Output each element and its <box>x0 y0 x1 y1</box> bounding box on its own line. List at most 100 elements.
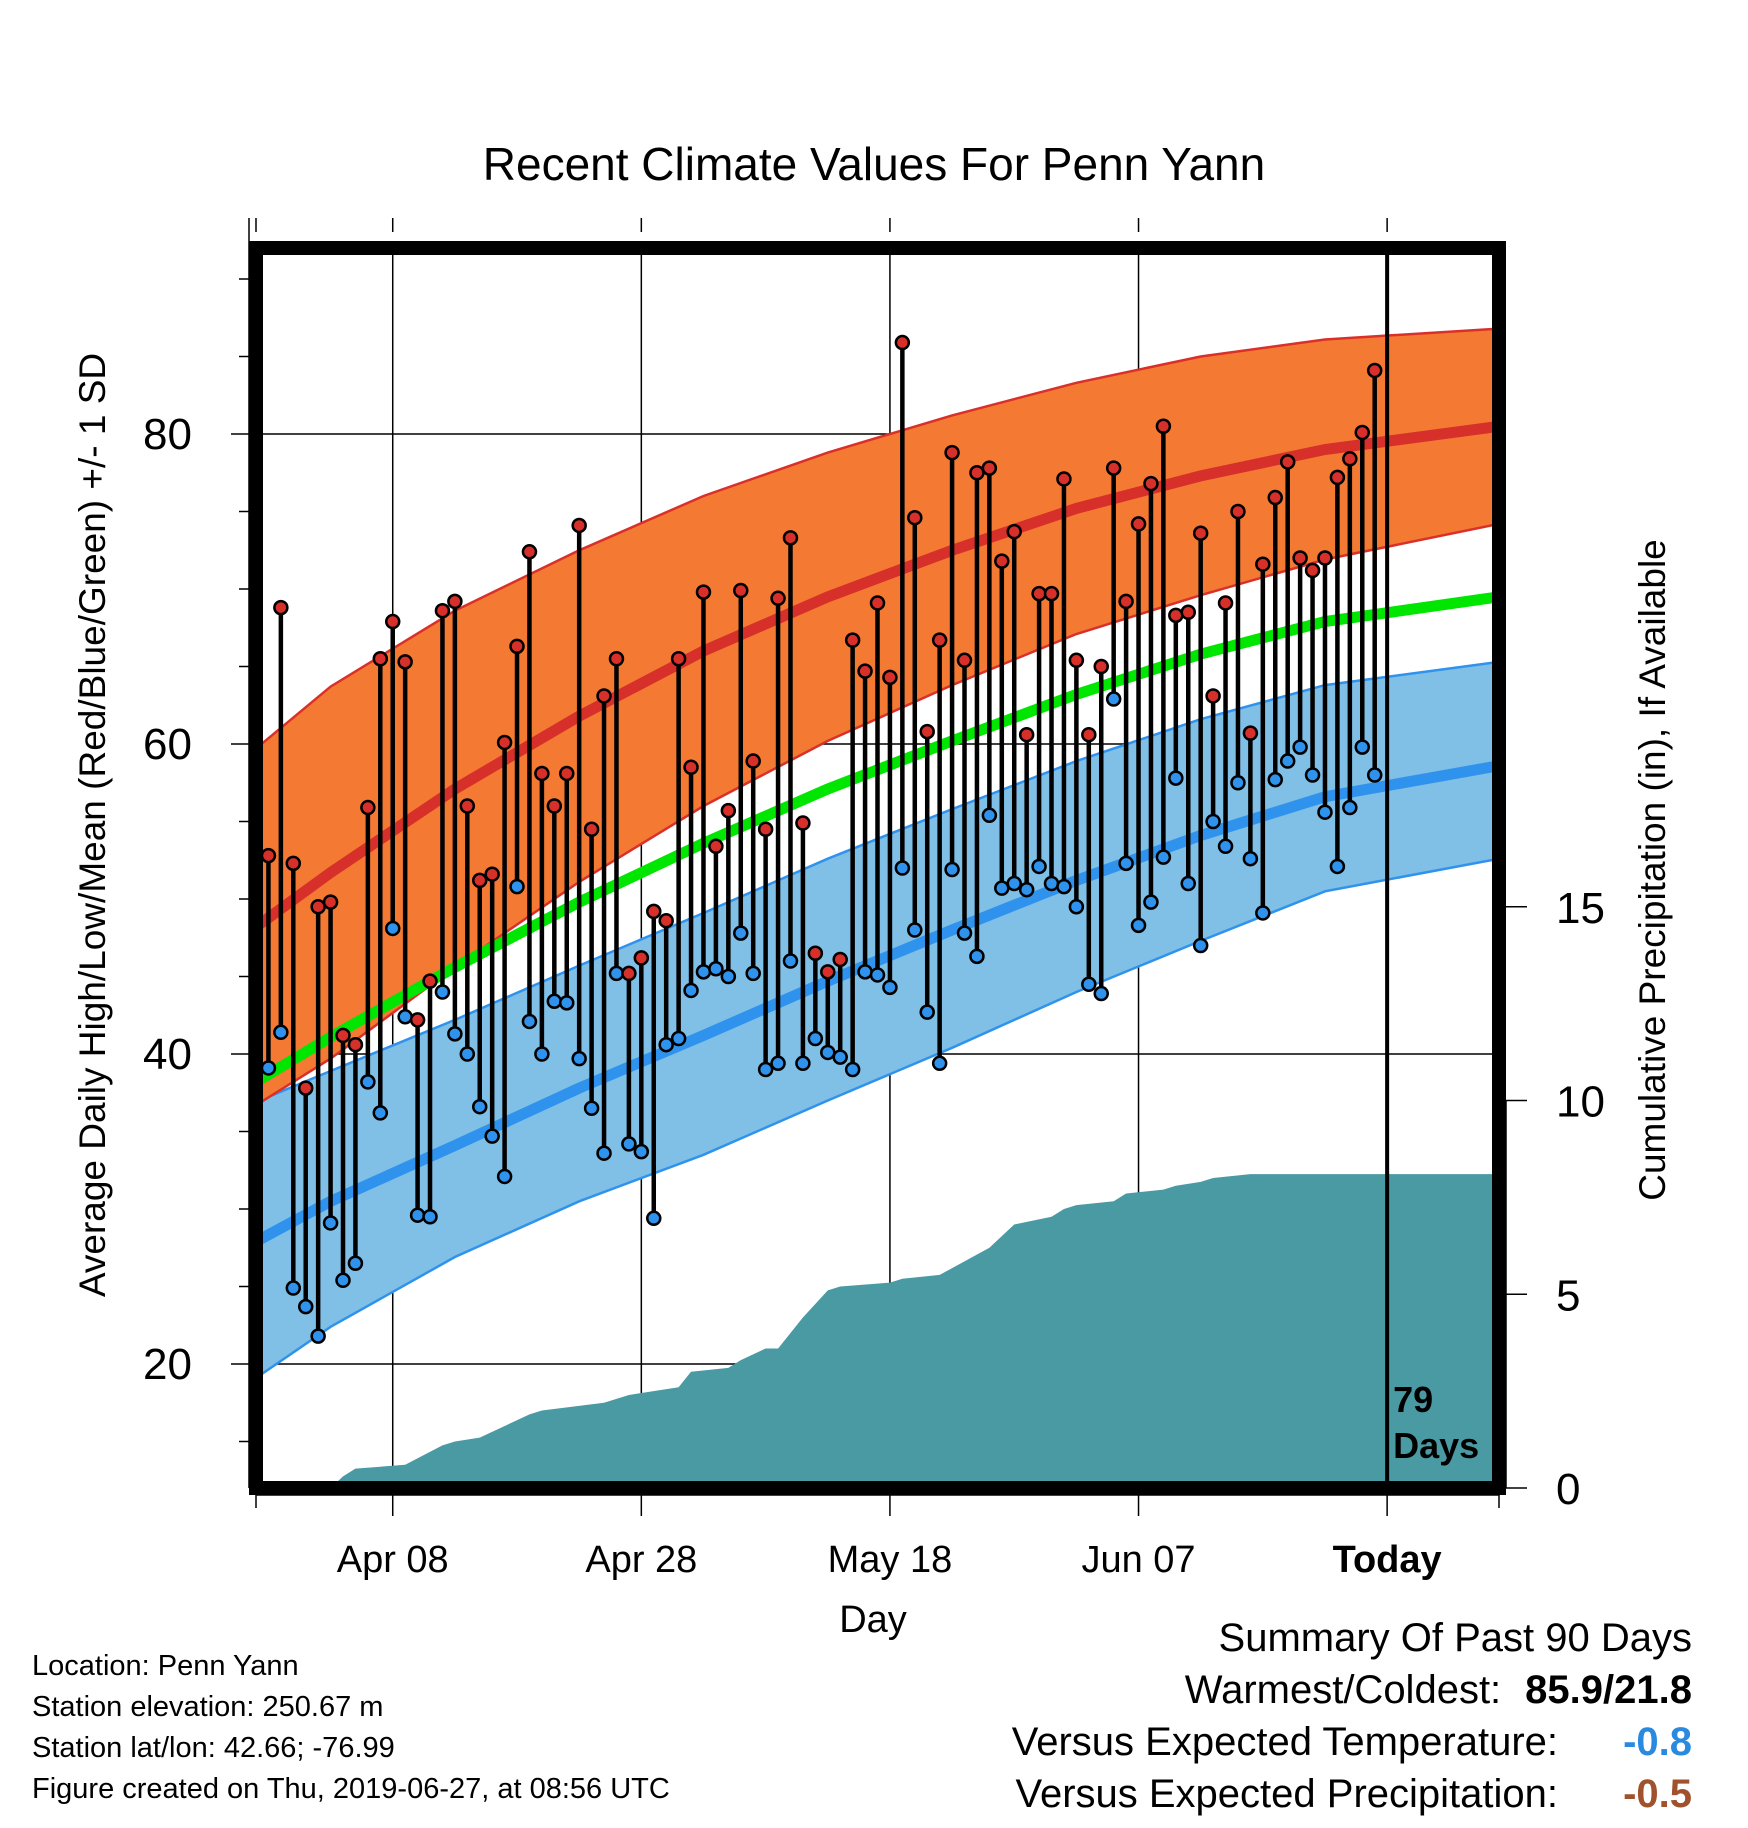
daily-low-point <box>807 1030 824 1047</box>
warmest-coldest-label: Warmest/Coldest: <box>1184 1668 1502 1712</box>
daily-high-point <box>1342 451 1358 467</box>
daily-high-point <box>683 759 699 775</box>
daily-high-point <box>297 1080 314 1096</box>
daily-high-point <box>621 965 637 982</box>
daily-low-point <box>795 1055 811 1072</box>
daily-high-point <box>1292 550 1308 566</box>
daily-low-point <box>1255 905 1271 921</box>
warmest-coldest-value: 85.9/21.8 <box>1525 1668 1692 1712</box>
high-normal-line <box>256 420 1499 932</box>
daily-high-point <box>782 530 799 546</box>
daily-low-point <box>1006 875 1022 892</box>
daily-low-point <box>969 948 985 965</box>
daily-high-point <box>1006 523 1022 540</box>
daily-high-point <box>994 553 1010 569</box>
daily-high-point <box>832 951 848 968</box>
daily-high-point <box>1267 489 1284 506</box>
daily-low-point <box>1043 875 1060 892</box>
x-tick-label: May 18 <box>828 1539 953 1581</box>
daily-low-point <box>894 860 911 876</box>
daily-high-point <box>434 602 451 619</box>
daily-low-point <box>1155 849 1172 865</box>
daily-low-point <box>944 861 960 878</box>
x-axis-label: Day <box>839 1599 907 1641</box>
daily-high-point <box>869 595 886 611</box>
daily-low-point <box>459 1046 476 1062</box>
daily-high-point <box>969 465 985 481</box>
daily-high-point <box>384 613 401 630</box>
daily-low-point <box>1217 838 1234 855</box>
y2-tick-label: 0 <box>1556 1465 1580 1514</box>
daily-low-point <box>546 993 563 1010</box>
daily-low-point <box>683 982 699 999</box>
daily-low-point <box>409 1207 426 1223</box>
daily-low-point <box>534 1046 550 1062</box>
x-tick-label: Jun 07 <box>1081 1539 1195 1581</box>
daily-low-point <box>509 878 525 895</box>
daily-low-point <box>1366 767 1383 783</box>
daily-high-point <box>546 798 563 814</box>
daily-low-point <box>1056 878 1072 895</box>
daily-high-point <box>733 582 749 599</box>
daily-low-point <box>1192 937 1209 954</box>
low-band-lower-edge <box>256 857 1499 1380</box>
expected-precip-value: -0.5 <box>1623 1772 1692 1816</box>
daily-low-point <box>521 1013 538 1030</box>
daily-low-point <box>844 1061 861 1078</box>
daily-low-point <box>1130 917 1147 934</box>
daily-low-point <box>994 880 1010 896</box>
daily-low-point <box>447 1026 463 1042</box>
daily-low-point <box>347 1255 364 1271</box>
daily-low-point <box>260 1060 277 1076</box>
daily-low-point <box>1267 771 1284 788</box>
daily-high-point <box>471 872 488 889</box>
daily-low-point <box>360 1074 376 1090</box>
daily-high-point <box>1105 460 1122 476</box>
y-tick-label: 40 <box>143 1030 192 1079</box>
daily-low-point <box>1292 739 1308 755</box>
daily-low-point <box>1093 985 1109 1002</box>
daily-low-point <box>310 1328 326 1344</box>
daily-high-point <box>646 903 662 920</box>
daily-high-point <box>757 821 774 837</box>
daily-low-point <box>956 925 973 941</box>
daily-low-point <box>1118 855 1134 872</box>
expected-temp-label: Versus Expected Temperature: <box>1011 1720 1558 1764</box>
precipitation-area <box>256 1174 1499 1488</box>
daily-high-point <box>944 444 960 461</box>
daily-low-point <box>907 922 923 938</box>
daily-high-point <box>335 1027 351 1044</box>
daily-high-point <box>1255 556 1271 572</box>
daily-low-point <box>384 920 401 937</box>
daily-high-point <box>1317 550 1333 566</box>
daily-high-point <box>670 651 687 667</box>
daily-low-point <box>832 1049 848 1065</box>
daily-high-point <box>1180 604 1196 620</box>
daily-high-point <box>695 584 712 600</box>
expected-precip-label: Versus Expected Precipitation: <box>1015 1772 1558 1816</box>
daily-low-point <box>782 953 799 969</box>
y2-tick-label: 15 <box>1556 884 1605 933</box>
daily-low-point <box>708 961 724 977</box>
daily-low-point <box>633 1143 650 1160</box>
daily-high-point <box>894 334 911 351</box>
daily-low-point <box>695 964 712 980</box>
location-text: Location: Penn Yann <box>32 1650 299 1682</box>
daily-high-point <box>509 638 525 655</box>
daily-high-point <box>1018 726 1035 743</box>
x-tick-label: Apr 28 <box>585 1539 697 1581</box>
daily-high-point <box>273 599 289 616</box>
daily-low-point <box>1031 858 1047 875</box>
plot-frame <box>249 241 1506 1495</box>
daily-high-point <box>521 544 538 560</box>
daily-high-point <box>820 964 836 980</box>
daily-high-point <box>907 509 923 526</box>
daily-high-point <box>857 663 873 679</box>
chart-title: Recent Climate Values For Penn Yann <box>483 138 1265 190</box>
daily-low-point <box>1354 739 1371 755</box>
daily-high-point <box>658 912 674 929</box>
summary-title: Summary Of Past 90 Days <box>1218 1616 1692 1660</box>
station-info: Location: Penn Yann Station elevation: 2… <box>32 1646 670 1810</box>
daily-high-point <box>496 734 513 751</box>
daily-high-point <box>708 838 724 855</box>
